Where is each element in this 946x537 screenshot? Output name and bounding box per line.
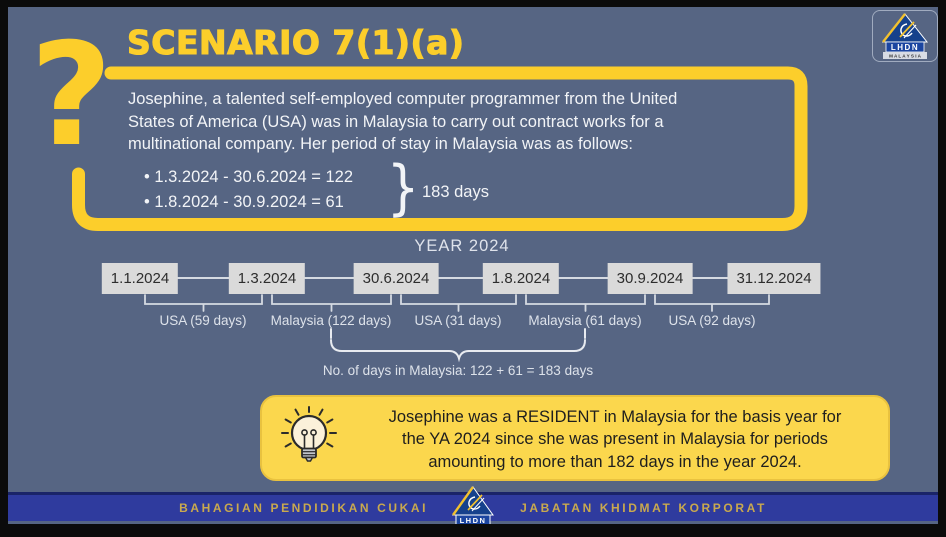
question-paragraph-line: Josephine, a talented self-employed comp… [128, 90, 678, 108]
slide-background: SCENARIO 7(1)(a) LHDN M A L A Y S I A ? … [8, 7, 938, 524]
total-days-label: 183 days [422, 183, 489, 201]
question-paragraph-line: States of America (USA) was in Malaysia … [128, 112, 664, 131]
lhdn-logo-text: LHDN [460, 516, 487, 524]
lhdn-logo-header: LHDN M A L A Y S I A [872, 10, 938, 62]
timeline-date-box: 30.9.2024 [607, 263, 693, 294]
lightbulb-icon [281, 406, 337, 462]
stay-period-list: 1.3.2024 - 30.6.2024 = 122 1.8.2024 - 30… [144, 165, 353, 215]
lhdn-logo-text: LHDN [891, 43, 919, 52]
footer-left-text: BAHAGIAN PENDIDIKAN CUKAI [179, 501, 429, 515]
timeline-date-box: 30.6.2024 [353, 263, 439, 294]
lhdn-logo-malaysia-text: M A L A Y S I A [889, 54, 922, 59]
question-mark-icon: ? [30, 13, 113, 178]
lhdn-logo-icon: LHDN M A L A Y S I A [881, 13, 929, 59]
answer-callout-box: Josephine was a RESIDENT in Malaysia for… [260, 395, 890, 481]
answer-text-line: Josephine was a RESIDENT in Malaysia for… [388, 408, 842, 426]
timeline-heading: YEAR 2024 [414, 237, 510, 255]
stay-period-item: 1.3.2024 - 30.6.2024 = 122 [144, 165, 353, 190]
timeline-segment-label: USA (92 days) [668, 313, 756, 328]
stay-period-item: 1.8.2024 - 30.9.2024 = 61 [144, 190, 353, 215]
question-paragraph: Josephine, a talented self-employed comp… [128, 88, 803, 156]
timeline-summary: No. of days in Malaysia: 122 + 61 = 183 … [322, 363, 594, 378]
curly-brace-glyph: } [386, 153, 420, 223]
timeline-segment-label: Malaysia (122 days) [270, 313, 392, 328]
footer-right-text: JABATAN KHIDMAT KORPORAT [520, 501, 767, 515]
timeline-date-box: 1.8.2024 [482, 263, 560, 294]
timeline-segment-label: USA (59 days) [159, 313, 247, 328]
malaysia-total-underbrace [330, 328, 586, 363]
timeline-date-box: 1.1.2024 [101, 263, 179, 294]
lhdn-logo-footer: LHDN M A L A Y S I A [452, 486, 494, 524]
timeline-segment-label: Malaysia (61 days) [528, 313, 642, 328]
answer-text-line: amounting to more than 182 days in the y… [428, 452, 802, 471]
timeline-date-box: 31.12.2024 [727, 263, 821, 294]
timeline-segment-label: USA (31 days) [414, 313, 502, 328]
timeline-date-box: 1.3.2024 [228, 263, 306, 294]
question-paragraph-line: multinational company. Her period of sta… [128, 135, 633, 154]
page-title: SCENARIO 7(1)(a) [126, 22, 465, 62]
timeline-axis-line [140, 277, 774, 279]
answer-text-line: the YA 2024 since she was present in Mal… [402, 430, 828, 449]
answer-text: Josephine was a RESIDENT in Malaysia for… [354, 406, 876, 473]
